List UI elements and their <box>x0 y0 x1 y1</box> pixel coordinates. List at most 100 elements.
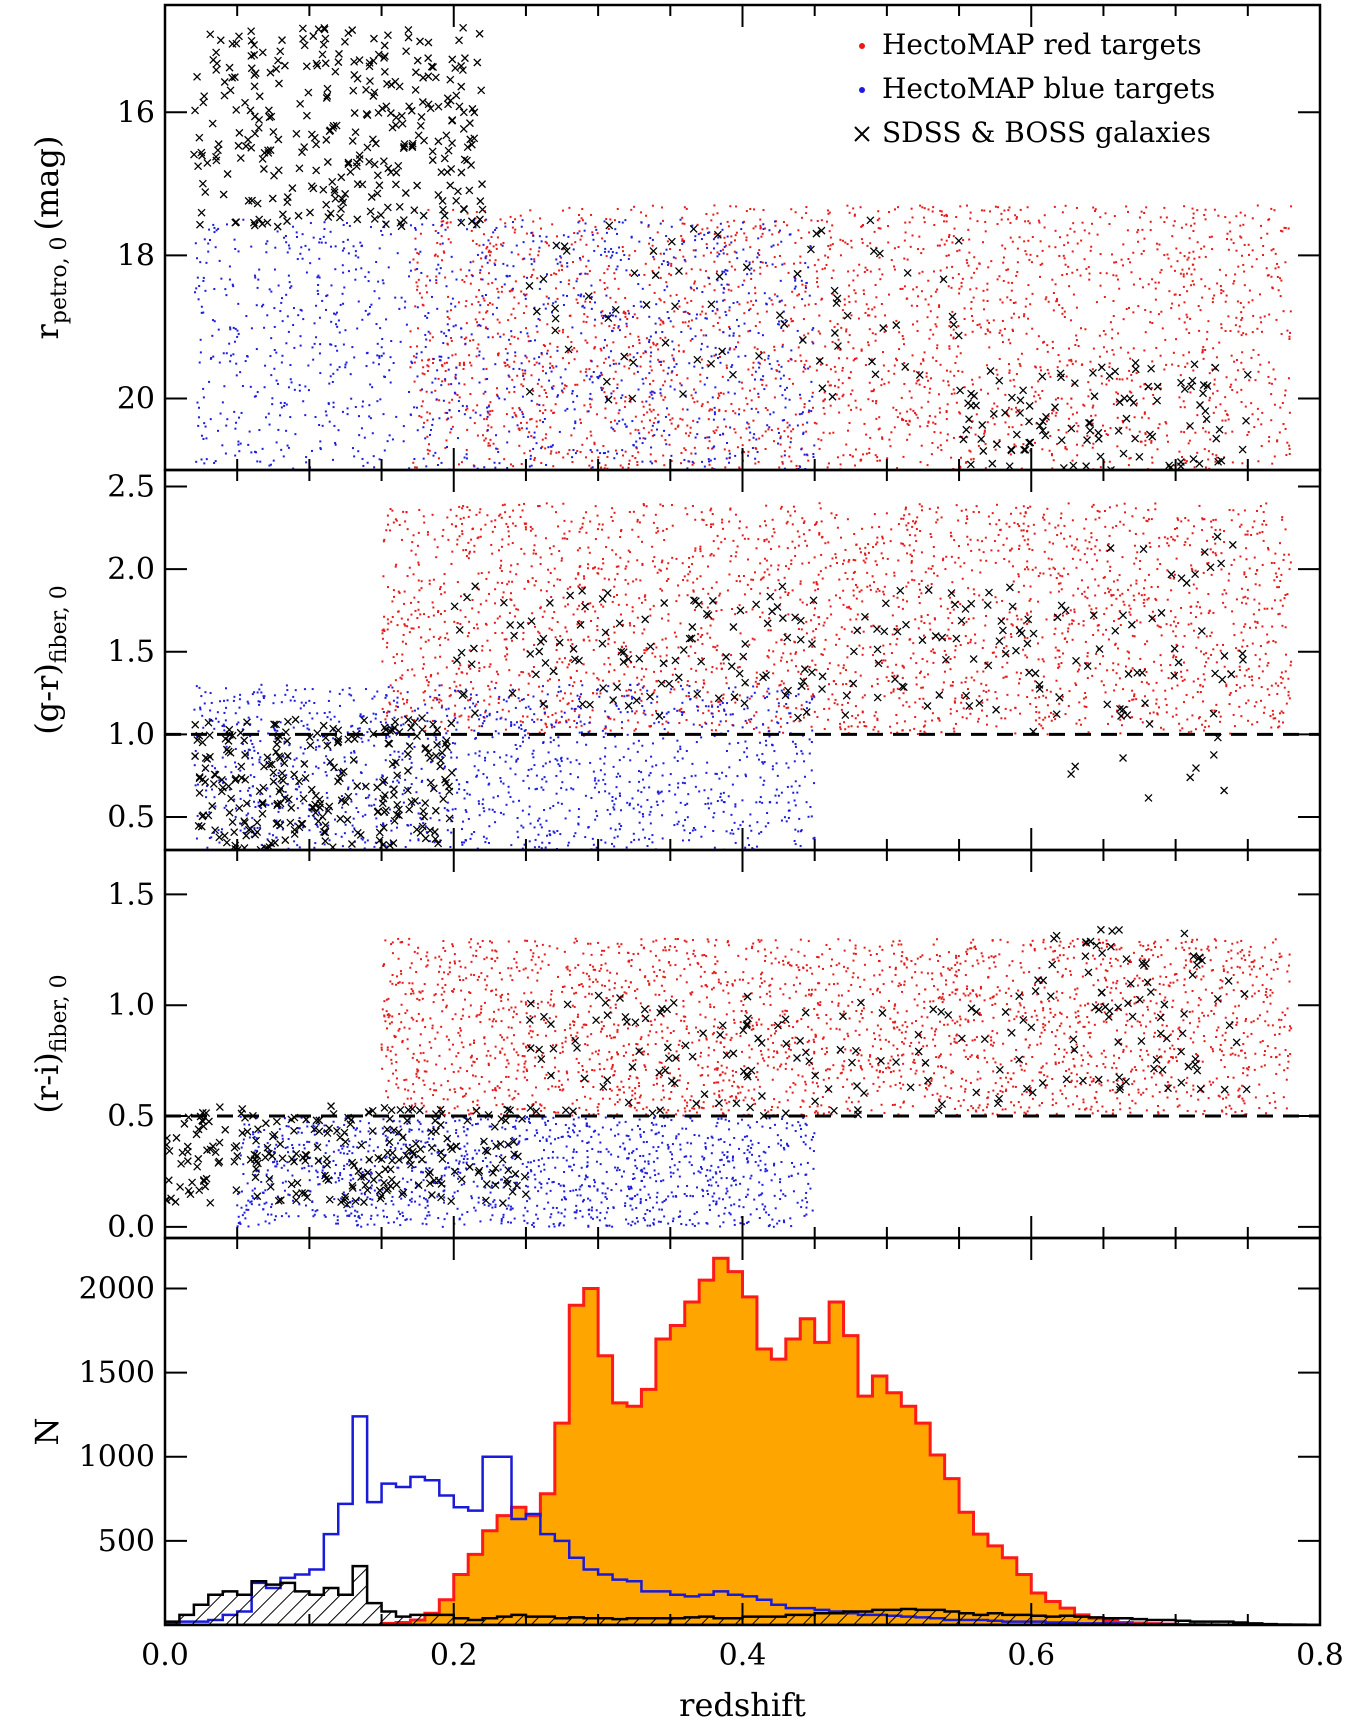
data-point <box>566 262 569 265</box>
data-point <box>616 383 619 386</box>
data-point <box>716 308 719 311</box>
data-point <box>777 427 780 430</box>
data-point <box>916 329 919 332</box>
data-point <box>1006 296 1009 299</box>
data-point <box>723 245 726 248</box>
data-point <box>369 417 372 420</box>
data-point <box>770 245 773 248</box>
data-point <box>371 386 374 389</box>
data-point <box>1226 414 1229 417</box>
data-point <box>541 365 544 368</box>
data-point <box>593 249 596 252</box>
data-point <box>602 377 611 386</box>
data-point <box>629 332 632 335</box>
data-point <box>447 368 450 371</box>
data-point <box>757 361 760 364</box>
data-point <box>927 400 930 403</box>
data-point <box>334 58 343 67</box>
data-point <box>432 357 435 360</box>
data-point <box>648 403 651 406</box>
data-point <box>635 446 638 449</box>
data-point <box>264 146 272 155</box>
data-point <box>1152 689 1155 692</box>
data-point <box>915 382 918 385</box>
data-point <box>781 462 784 465</box>
data-point <box>1152 393 1155 396</box>
data-point <box>478 311 481 314</box>
data-point <box>1008 369 1011 372</box>
data-point <box>717 479 719 481</box>
data-point <box>344 366 347 369</box>
data-point <box>532 234 535 237</box>
data-point <box>466 480 468 482</box>
data-point <box>748 439 751 442</box>
data-point <box>590 434 593 437</box>
data-point <box>244 360 247 363</box>
data-point <box>591 233 594 236</box>
data-point <box>721 481 723 483</box>
data-point <box>194 162 203 171</box>
data-point <box>452 208 455 211</box>
data-point <box>998 357 1001 360</box>
data-point <box>818 384 827 393</box>
data-point <box>1064 445 1067 448</box>
data-point <box>684 260 687 263</box>
data-point <box>255 348 258 351</box>
data-point <box>878 268 881 271</box>
data-point <box>846 518 849 521</box>
data-point <box>613 397 616 400</box>
data-point <box>686 424 689 427</box>
data-point <box>383 449 386 452</box>
data-point <box>391 180 400 189</box>
data-point <box>441 223 444 226</box>
data-point <box>915 676 918 679</box>
data-point <box>805 212 808 215</box>
data-point <box>1244 405 1247 408</box>
data-point <box>824 254 827 257</box>
data-point <box>1270 275 1273 278</box>
data-point <box>753 269 756 272</box>
data-point <box>369 56 378 65</box>
data-point <box>783 482 785 484</box>
data-point <box>946 403 949 406</box>
data-point <box>728 334 731 337</box>
data-point <box>581 443 584 446</box>
data-point <box>656 342 659 345</box>
data-point <box>893 208 896 211</box>
data-point <box>612 390 615 393</box>
data-point <box>427 359 430 362</box>
data-point <box>1153 382 1162 391</box>
data-point <box>631 420 634 423</box>
data-point <box>610 329 613 332</box>
data-point <box>785 472 787 474</box>
data-point <box>680 451 683 454</box>
data-point <box>704 317 707 320</box>
data-point <box>482 368 485 371</box>
data-point <box>846 577 849 580</box>
data-point <box>1241 351 1244 354</box>
data-point <box>435 697 438 700</box>
data-point <box>1248 567 1251 570</box>
data-point <box>745 397 748 400</box>
data-point <box>1183 205 1186 208</box>
data-point <box>921 657 924 660</box>
data-point <box>1173 269 1176 272</box>
data-point <box>1181 727 1184 730</box>
data-point <box>587 410 590 413</box>
data-point <box>1144 444 1147 447</box>
data-point <box>519 421 522 424</box>
data-point <box>1231 388 1234 391</box>
data-point <box>976 220 979 223</box>
data-point <box>986 288 989 291</box>
data-point <box>1173 220 1176 223</box>
data-point <box>841 382 844 385</box>
data-point <box>1166 537 1169 540</box>
data-point <box>975 267 978 270</box>
data-point <box>432 223 435 226</box>
data-point <box>473 58 482 67</box>
data-point <box>266 68 275 77</box>
data-point <box>1173 573 1176 576</box>
data-point <box>1165 216 1168 219</box>
data-point <box>668 272 671 275</box>
data-point <box>845 476 847 478</box>
